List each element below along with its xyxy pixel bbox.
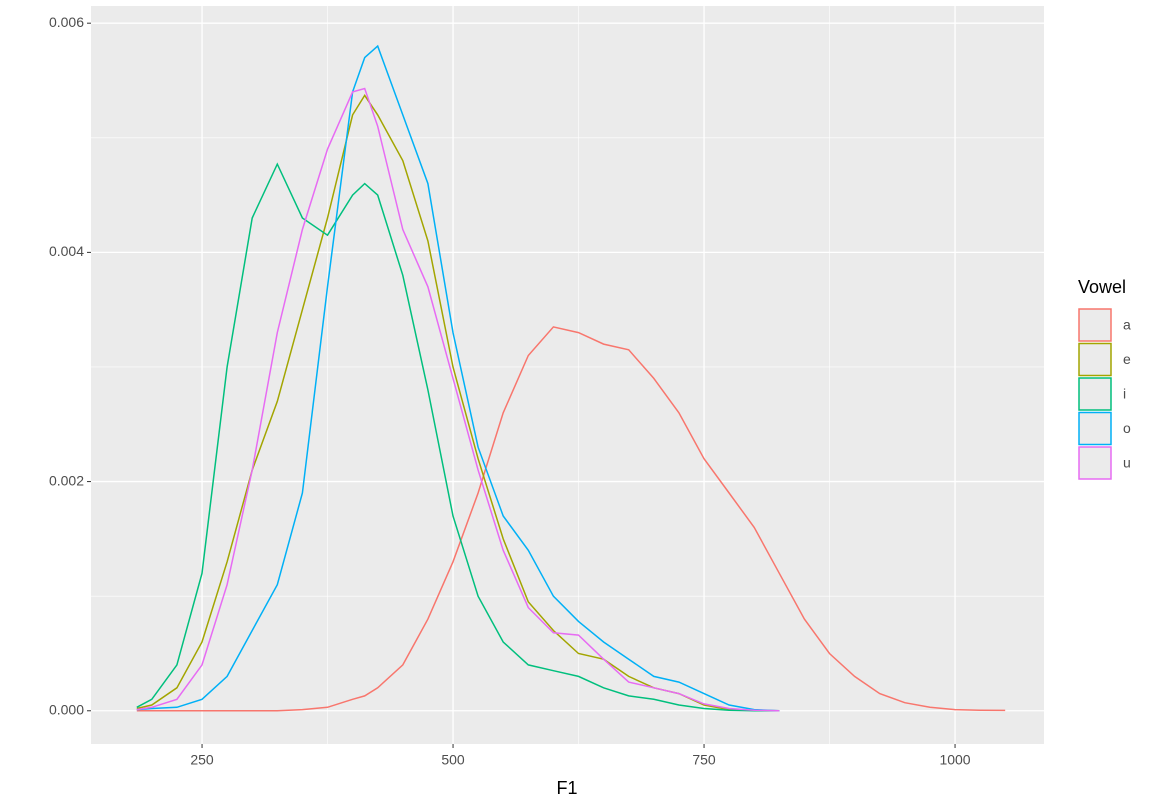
legend-label: u [1123, 455, 1131, 471]
y-tick-label: 0.002 [49, 472, 84, 488]
density-line [136, 44, 780, 712]
y-tick-label: 0.004 [49, 243, 84, 259]
x-tick-label: 750 [692, 752, 716, 768]
legend-key [1078, 308, 1112, 342]
legend-label: a [1123, 317, 1131, 333]
x-tick-label: 1000 [939, 752, 970, 768]
x-tick-label: 250 [190, 752, 214, 768]
y-tick-label: 0.000 [49, 701, 84, 717]
legend-label: i [1123, 386, 1126, 402]
legend-key [1078, 342, 1112, 377]
x-axis-label: F1 [556, 778, 577, 798]
y-tick-label: 0.006 [49, 14, 84, 30]
panel [91, 6, 1044, 744]
x-tick-label: 500 [441, 752, 465, 768]
legend-label: o [1123, 420, 1131, 436]
legend-label: e [1123, 351, 1131, 367]
legend-key [1078, 446, 1112, 480]
density-line [136, 87, 780, 712]
legend-key [1078, 377, 1112, 411]
legend-title: Vowel [1078, 277, 1126, 297]
density-line [136, 162, 780, 712]
density-line [136, 326, 1006, 712]
legend-key [1078, 411, 1112, 446]
